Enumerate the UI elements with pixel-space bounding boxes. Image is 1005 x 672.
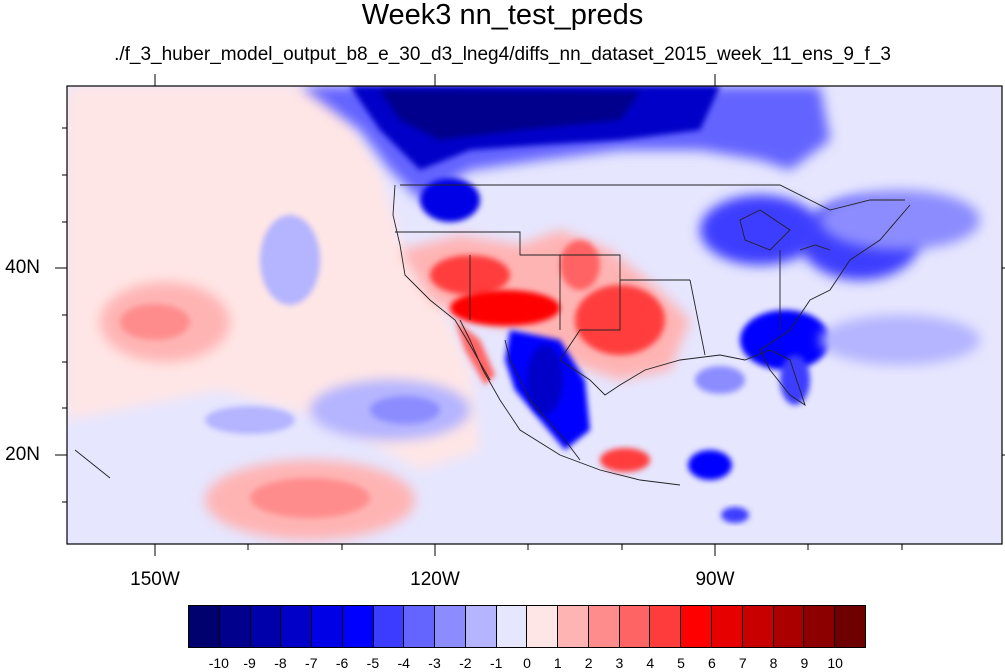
colorbar-box xyxy=(342,606,374,647)
colorbar-tick-label: 5 xyxy=(677,655,685,671)
colorbar-box xyxy=(558,606,589,647)
colorbar-tick-label: -6 xyxy=(335,655,349,671)
lon-label-120w: 120W xyxy=(410,569,460,590)
colorbar-box xyxy=(219,606,251,647)
colorbar-tick-label: -1 xyxy=(489,655,503,671)
colorbar-box xyxy=(835,606,865,647)
colorbar-box xyxy=(681,606,713,647)
colorbar-box xyxy=(312,606,343,647)
axis-ticks xyxy=(55,74,1005,556)
lat-label-20n: 20N xyxy=(5,444,40,465)
colorbar xyxy=(188,605,866,648)
colorbar-box xyxy=(465,606,497,647)
map-field xyxy=(67,86,1002,544)
colorbar-box xyxy=(804,606,836,647)
colorbar-tick-label: 2 xyxy=(584,655,593,671)
colorbar-box xyxy=(373,606,405,647)
colorbar-tick-label: 10 xyxy=(827,655,843,671)
colorbar-tick-label: 6 xyxy=(708,655,716,671)
colorbar-box xyxy=(773,606,805,647)
lon-label-150w: 150W xyxy=(130,569,180,590)
colorbar-box xyxy=(250,606,282,647)
colorbar-tick-label: 9 xyxy=(800,655,809,671)
coastlines xyxy=(74,184,911,486)
colorbar-box xyxy=(281,606,313,647)
colorbar-box xyxy=(189,606,220,647)
lat-label-40n: 40N xyxy=(5,257,40,278)
colorbar-tick-label: -5 xyxy=(366,655,380,671)
colorbar-tick-label: -9 xyxy=(243,655,256,671)
colorbar-tick-label: -3 xyxy=(428,655,441,671)
colorbar-box xyxy=(742,606,774,647)
colorbar-tick-label: 3 xyxy=(615,655,624,671)
colorbar-box xyxy=(619,606,651,647)
colorbar-box xyxy=(712,606,743,647)
colorbar-tick-label: -10 xyxy=(208,655,229,671)
colorbar-box xyxy=(650,606,682,647)
colorbar-tick-label: 7 xyxy=(738,655,747,671)
colorbar-tick-label: 1 xyxy=(553,655,562,671)
colorbar-tick-label: 8 xyxy=(769,655,778,671)
colorbar-box xyxy=(435,606,466,647)
colorbar-box xyxy=(404,606,436,647)
anomaly-map xyxy=(55,74,1005,556)
colorbar-tick-label: -2 xyxy=(459,655,472,671)
colorbar-tick-label: -8 xyxy=(274,655,287,671)
plot-subtitle: ./f_3_huber_model_output_b8_e_30_d3_lneg… xyxy=(114,44,891,65)
colorbar-box xyxy=(527,606,559,647)
colorbar-tick-label: 4 xyxy=(646,655,655,671)
colorbar-tick-label: -7 xyxy=(305,655,318,671)
colorbar-tick-label: 0 xyxy=(523,655,531,671)
colorbar-box xyxy=(496,606,528,647)
colorbar-box xyxy=(588,606,620,647)
colorbar-tick-label: -4 xyxy=(397,655,410,671)
plot-title: Week3 nn_test_preds xyxy=(361,0,644,31)
lon-label-90w: 90W xyxy=(695,569,735,590)
